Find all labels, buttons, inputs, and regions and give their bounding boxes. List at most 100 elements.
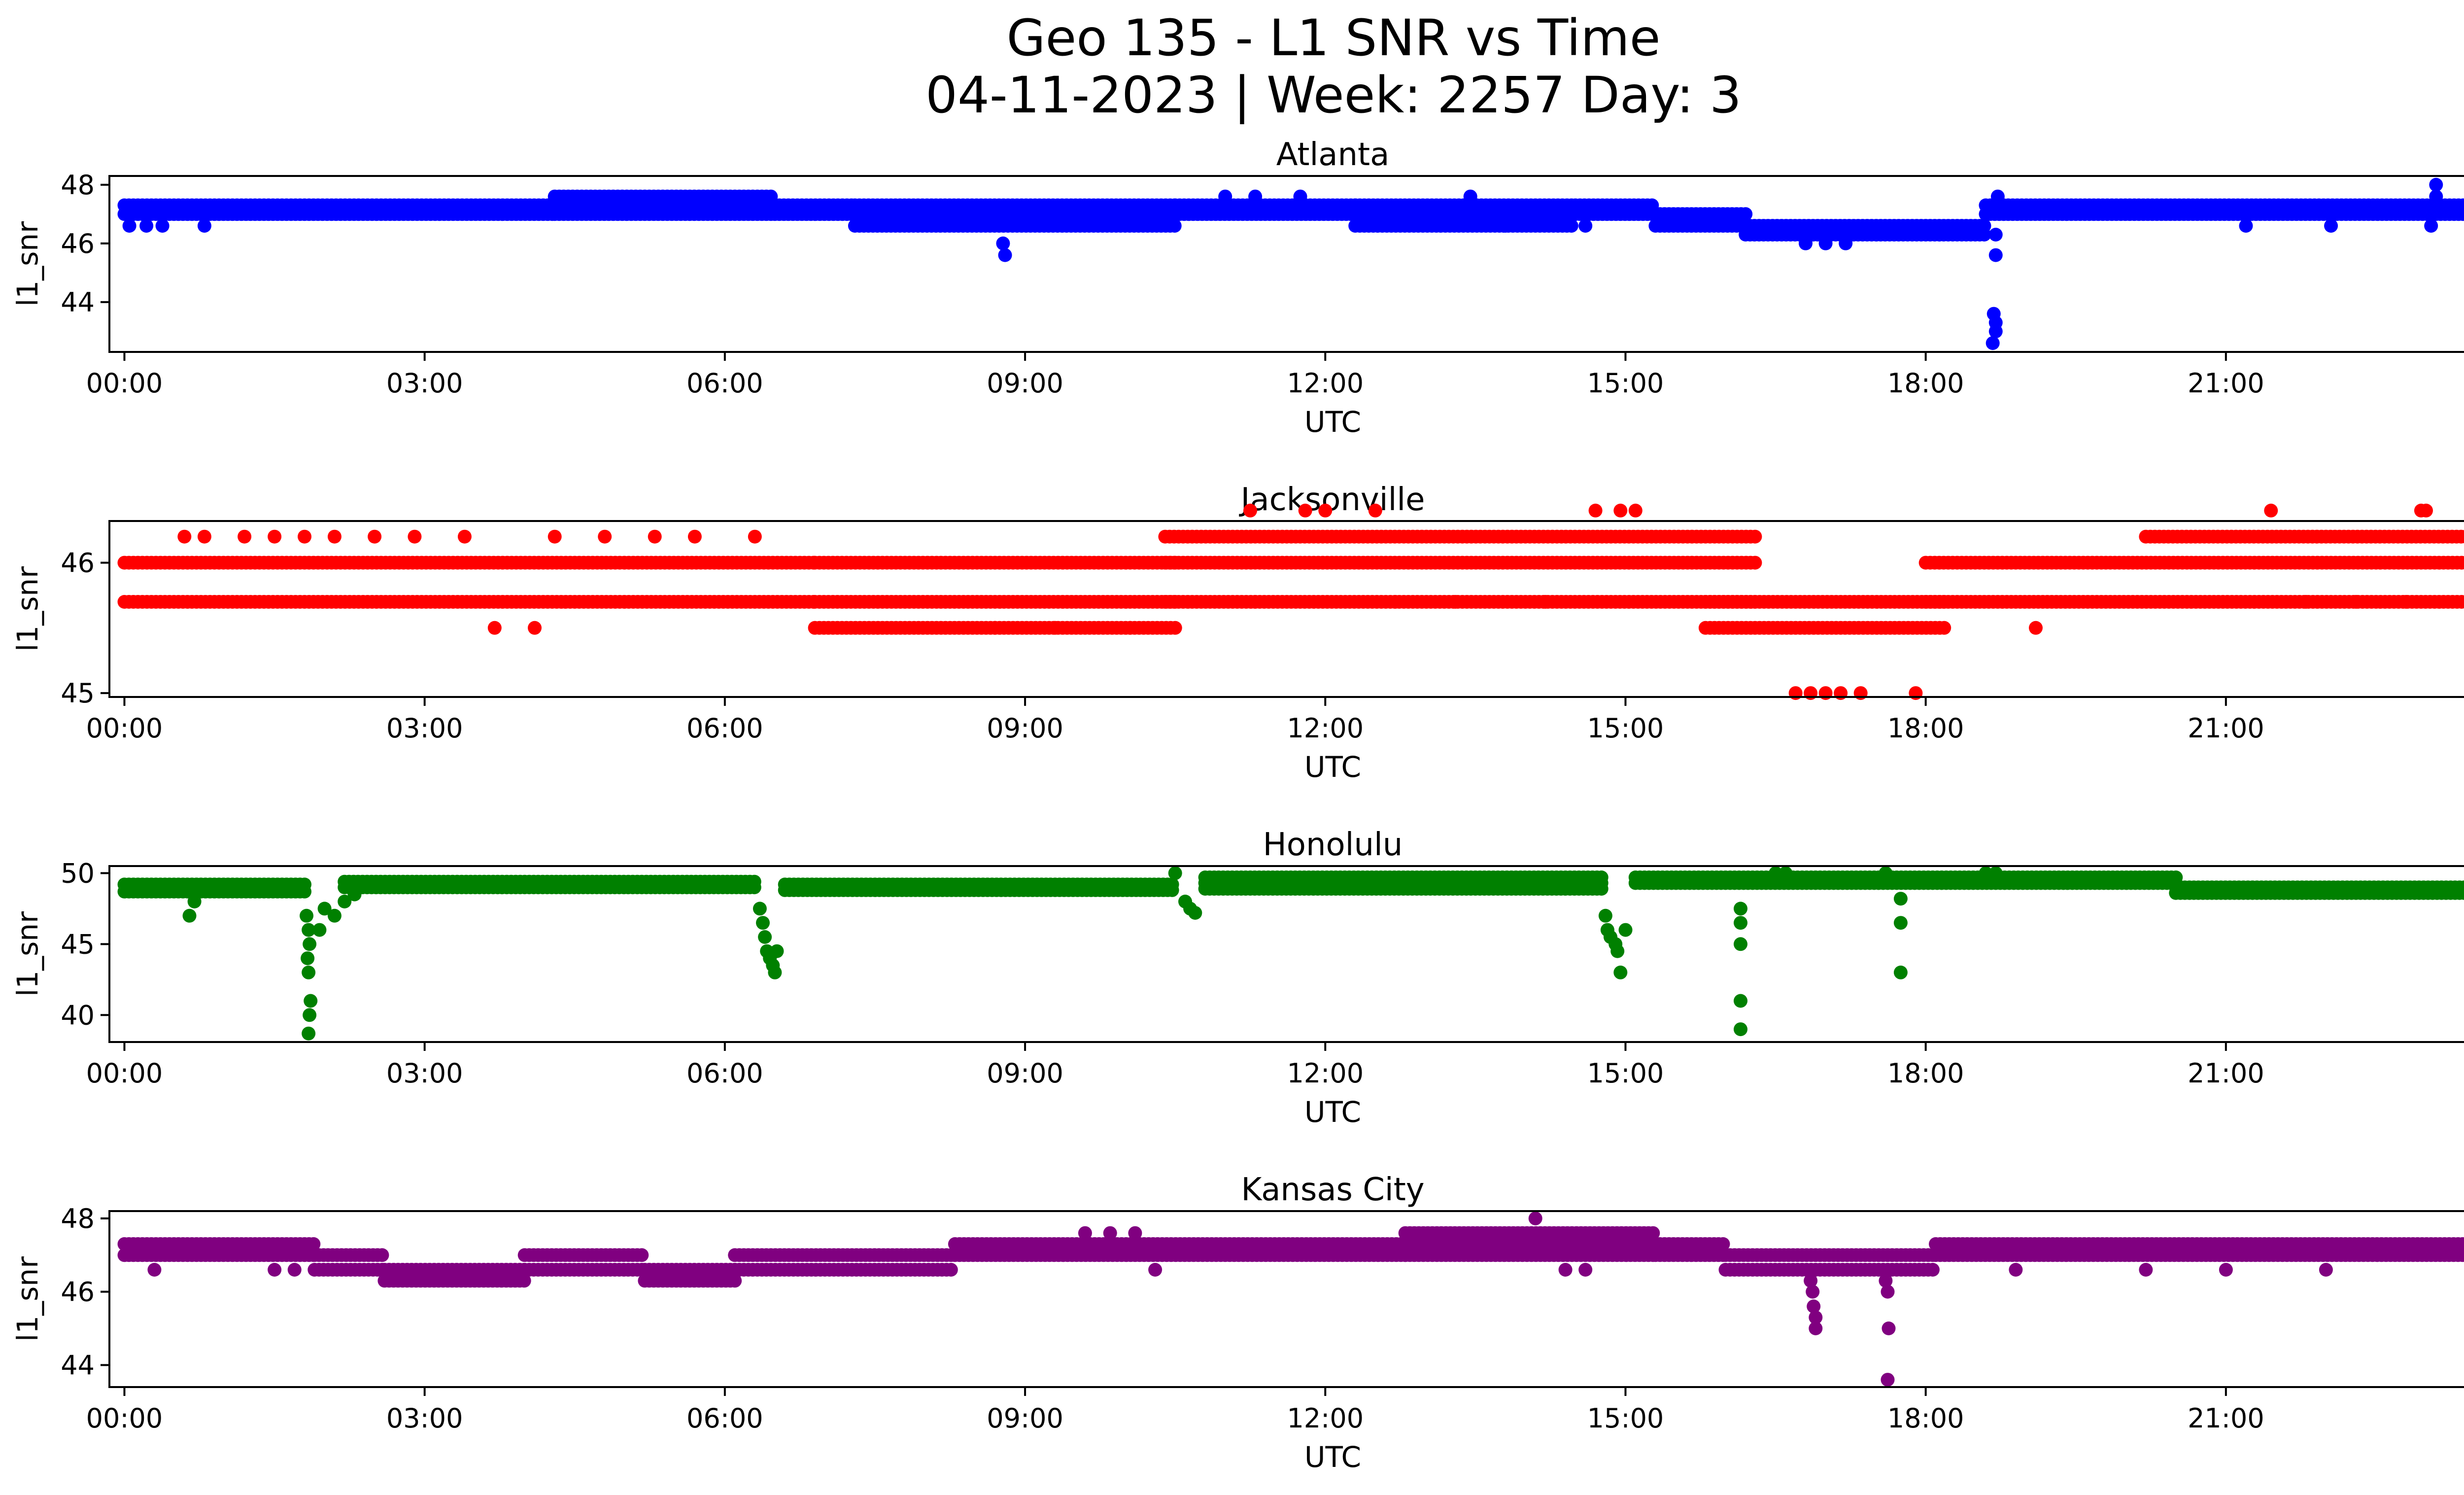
- y-axis-label: l1_snr: [11, 911, 44, 997]
- x-axis-label: UTC: [1304, 405, 1361, 439]
- data-point-outlier: [197, 529, 211, 544]
- scatter-series: [117, 177, 2464, 350]
- data-point-outlier: [528, 621, 542, 635]
- data-point-outlier: [1248, 595, 1263, 609]
- data-point: [1564, 219, 1578, 233]
- data-point-outlier: [1588, 503, 1603, 518]
- y-tick-label: 45: [61, 678, 95, 709]
- x-tick-label: 00:00: [86, 713, 163, 744]
- data-point-outlier: [548, 529, 562, 544]
- y-tick-label: 40: [61, 1000, 95, 1031]
- data-point-outlier: [2399, 595, 2413, 609]
- data-point-outlier: [996, 236, 1010, 250]
- data-point: [2461, 208, 2464, 220]
- data-point-outlier: [1613, 503, 1628, 518]
- data-point-outlier: [1879, 866, 1893, 880]
- data-point: [944, 1263, 958, 1277]
- data-point-outlier: [1498, 219, 1512, 233]
- data-point-outlier: [1168, 866, 1182, 880]
- data-point-outlier: [758, 930, 772, 944]
- data-point-outlier: [177, 529, 192, 544]
- x-tick-label: 21:00: [2188, 1058, 2264, 1089]
- y-tick-label: 45: [61, 929, 95, 960]
- x-tick-label: 18:00: [1887, 713, 1964, 744]
- data-point-outlier: [301, 951, 315, 966]
- data-point-outlier: [1539, 595, 1552, 609]
- data-point-outlier: [1734, 902, 1747, 916]
- data-point-outlier: [1988, 324, 2003, 339]
- figure-title-line1: Geo 135 - L1 SNR vs Time: [1007, 9, 1661, 68]
- data-point-outlier: [1293, 189, 1307, 204]
- axes-frame: [108, 175, 2464, 353]
- data-point: [1748, 556, 1762, 570]
- data-point-outlier: [487, 621, 502, 635]
- y-tick-label: 50: [61, 858, 95, 889]
- data-point-outlier: [1368, 503, 1382, 518]
- data-point-outlier: [187, 895, 202, 908]
- data-point-outlier: [1598, 908, 1612, 923]
- data-point-outlier: [1988, 228, 2003, 242]
- data-point-outlier: [457, 529, 472, 544]
- data-point-outlier: [2429, 177, 2443, 192]
- figure-title-line2: 04-11-2023 | Week: 2257 Day: 3: [925, 66, 1742, 125]
- data-point-outlier: [1893, 916, 1908, 930]
- x-axis-label: UTC: [1304, 1095, 1361, 1129]
- data-point-outlier: [1123, 621, 1137, 635]
- data-point-outlier: [2239, 219, 2253, 233]
- data-point-outlier: [1988, 866, 2003, 880]
- data-point-outlier: [1618, 923, 1633, 937]
- data-point-outlier: [1613, 965, 1628, 979]
- data-point-outlier: [1388, 595, 1403, 609]
- data-point-outlier: [1578, 219, 1593, 233]
- x-tick-label: 03:00: [386, 713, 463, 744]
- data-point: [1168, 621, 1182, 635]
- data-point: [747, 880, 761, 895]
- data-point-outlier: [1779, 866, 1793, 880]
- data-point-outlier: [1248, 189, 1263, 204]
- data-point: [1167, 219, 1182, 233]
- x-tick-label: 00:00: [86, 368, 163, 399]
- data-point-outlier: [1243, 503, 1257, 518]
- data-point-outlier: [1734, 937, 1747, 951]
- data-point-outlier: [1799, 236, 1813, 250]
- data-point-outlier: [302, 965, 316, 979]
- data-point-outlier: [303, 937, 317, 951]
- x-tick-label: 03:00: [386, 368, 463, 399]
- data-point-outlier: [155, 219, 170, 233]
- data-point-outlier: [2264, 503, 2278, 518]
- data-point-outlier: [1893, 892, 1908, 906]
- y-axis-label: l1_snr: [11, 221, 44, 307]
- data-point-outlier: [1463, 189, 1477, 204]
- data-point: [1594, 882, 1608, 896]
- x-tick-label: 12:00: [1287, 713, 1364, 744]
- data-point-outlier: [327, 529, 342, 544]
- data-point-outlier: [368, 529, 382, 544]
- data-point-outlier: [1048, 621, 1062, 635]
- data-point-outlier: [238, 529, 252, 544]
- data-point: [1925, 1263, 1940, 1277]
- data-point-outlier: [748, 529, 762, 544]
- x-tick-label: 18:00: [1887, 1058, 1964, 1089]
- data-point-outlier: [1318, 503, 1333, 518]
- data-point: [635, 1248, 649, 1262]
- data-point-outlier: [648, 529, 662, 544]
- y-tick-label: 48: [61, 170, 95, 201]
- data-point: [298, 884, 311, 899]
- data-point-outlier: [139, 219, 154, 233]
- y-axis-label: l1_snr: [11, 566, 44, 652]
- data-point-outlier: [1818, 236, 1833, 250]
- x-tick-label: 06:00: [686, 1058, 763, 1089]
- data-point: [1165, 883, 1179, 897]
- x-tick-label: 18:00: [1887, 368, 1964, 399]
- data-point-outlier: [1298, 503, 1312, 518]
- data-point-outlier: [2349, 595, 2363, 609]
- data-point-outlier: [300, 908, 313, 923]
- y-tick-label: 46: [61, 548, 95, 579]
- data-point-outlier: [1218, 189, 1232, 204]
- data-point-outlier: [1448, 595, 1463, 609]
- y-tick-label: 44: [61, 287, 95, 318]
- x-tick-label: 06:00: [686, 368, 763, 399]
